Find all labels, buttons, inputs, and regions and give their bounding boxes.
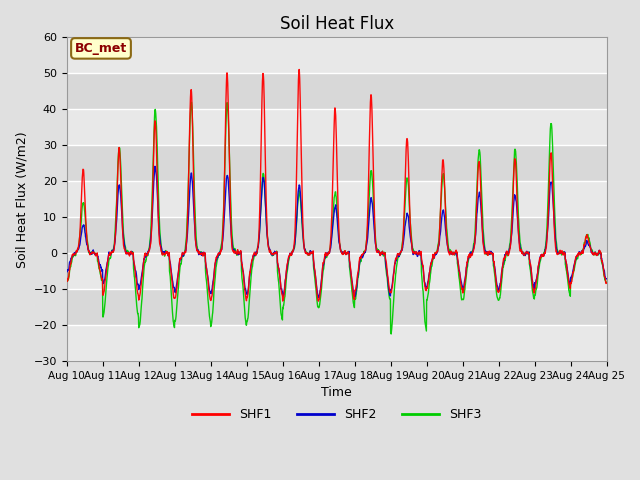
Bar bbox=[67, 109, 607, 145]
Bar bbox=[67, 289, 607, 325]
Bar bbox=[67, 73, 607, 109]
Bar bbox=[67, 325, 607, 361]
Text: BC_met: BC_met bbox=[75, 42, 127, 55]
X-axis label: Time: Time bbox=[321, 386, 352, 399]
Bar bbox=[67, 217, 607, 253]
Legend: SHF1, SHF2, SHF3: SHF1, SHF2, SHF3 bbox=[187, 403, 486, 426]
Y-axis label: Soil Heat Flux (W/m2): Soil Heat Flux (W/m2) bbox=[15, 131, 28, 267]
Title: Soil Heat Flux: Soil Heat Flux bbox=[280, 15, 394, 33]
Bar bbox=[67, 145, 607, 181]
Bar bbox=[67, 253, 607, 289]
Bar bbox=[67, 37, 607, 73]
Bar bbox=[67, 181, 607, 217]
